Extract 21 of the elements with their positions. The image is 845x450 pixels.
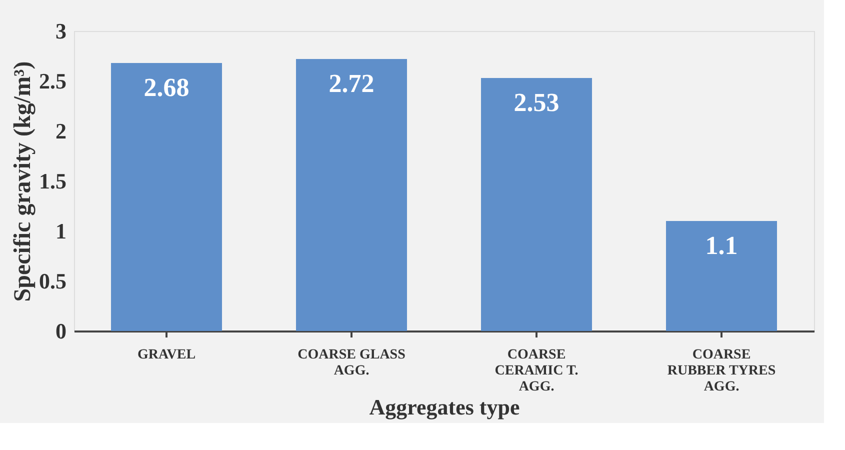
y-tick-label: 1 — [56, 218, 66, 244]
x-axis-title: Aggregates type — [369, 394, 520, 420]
data-label: 1.1 — [705, 231, 738, 260]
y-axis-title: Specific gravity (kg/m³) — [10, 61, 36, 302]
data-label: 2.53 — [514, 88, 560, 117]
data-label: 2.72 — [328, 69, 374, 98]
x-tick-label: COARSE CERAMIC T. AGG. — [494, 348, 578, 394]
bar — [666, 221, 777, 331]
y-tick-label: 0.5 — [39, 268, 66, 294]
x-tick-label: GRAVEL — [137, 348, 196, 362]
data-label: 2.68 — [144, 73, 190, 102]
x-tick-label: COARSE GLASS AGG. — [298, 348, 406, 378]
y-tick-label: 2 — [56, 118, 66, 144]
bar — [296, 59, 407, 331]
x-tick-label: COARSE RUBBER TYRES AGG. — [667, 348, 776, 394]
y-tick-label: 3 — [56, 18, 66, 44]
y-tick-label: 2.5 — [39, 68, 66, 94]
bar — [111, 63, 222, 331]
bar — [481, 78, 592, 331]
y-tick-label: 0 — [56, 318, 66, 344]
y-tick-label: 1.5 — [39, 168, 66, 194]
